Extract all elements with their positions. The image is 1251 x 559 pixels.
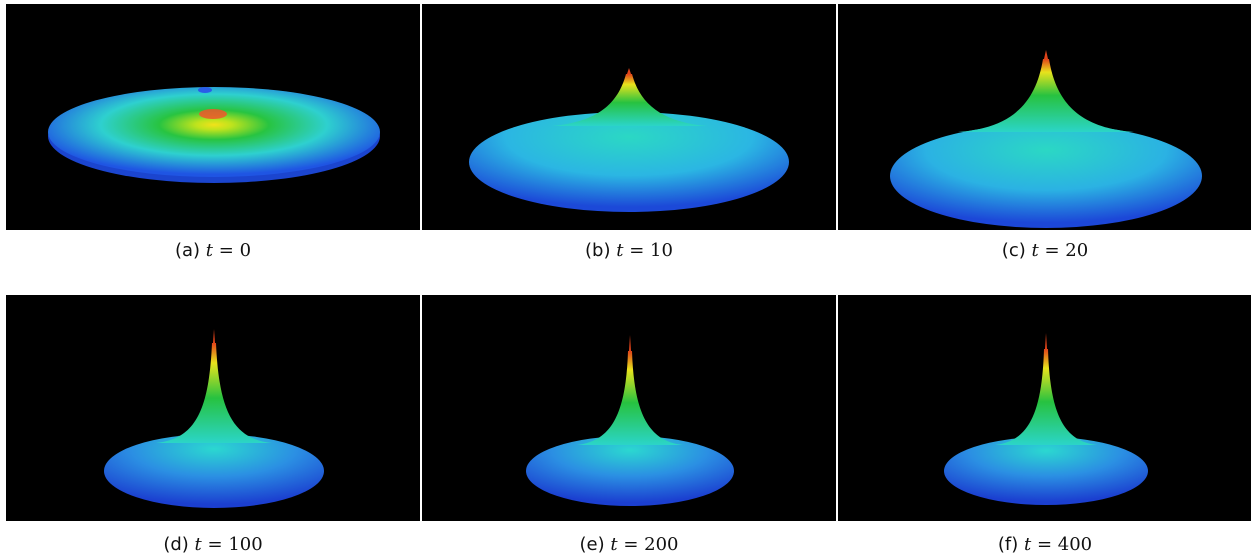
surface-plot-e xyxy=(526,335,734,506)
surface-cusp xyxy=(552,74,707,126)
caption-c: (c) t = 20 xyxy=(1001,240,1089,261)
panel-e-surface xyxy=(422,295,836,521)
surface-cusp xyxy=(577,351,683,445)
caption-label: (f) xyxy=(997,534,1019,555)
surface-bump xyxy=(198,87,212,93)
surface-disk xyxy=(890,124,1202,228)
surface-tip xyxy=(1044,50,1048,59)
surface-tip xyxy=(629,335,631,351)
caption-label: (b) xyxy=(585,240,611,261)
caption-f: (f) t = 400 xyxy=(997,534,1093,555)
caption-label: (c) xyxy=(1001,240,1026,261)
surface-disk xyxy=(526,436,734,506)
caption-a: (a) t = 0 xyxy=(174,240,252,261)
panel-b-surface xyxy=(422,4,836,230)
surface-peak xyxy=(199,109,227,119)
surface-plot-d xyxy=(104,329,324,508)
surface-top xyxy=(48,87,380,177)
surface-tip xyxy=(627,68,631,74)
surface-disk xyxy=(469,112,789,212)
caption-label: (e) xyxy=(579,534,605,555)
surface-plot-b xyxy=(469,68,789,212)
panel-d-surface xyxy=(6,295,420,521)
surface-tip xyxy=(213,329,215,343)
surface-disk xyxy=(104,434,324,508)
surface-cusp xyxy=(958,59,1134,132)
panel-a-surface xyxy=(6,4,420,230)
caption-label: (d) xyxy=(163,534,189,555)
surface-plot-f xyxy=(944,333,1148,505)
surface-tip xyxy=(1045,333,1047,349)
panel-c-surface xyxy=(838,4,1251,230)
caption-label: (a) xyxy=(174,240,201,261)
surface-disk xyxy=(944,437,1148,505)
surface-cusp xyxy=(156,343,272,443)
surface-plot-a xyxy=(48,87,380,183)
caption-b: (b) t = 10 xyxy=(585,240,673,261)
surface-cusp xyxy=(995,349,1097,445)
surface-plot-c xyxy=(890,50,1202,228)
caption-e: (e) t = 200 xyxy=(579,534,679,555)
caption-d: (d) t = 100 xyxy=(163,534,263,555)
panel-f-surface xyxy=(838,295,1251,521)
